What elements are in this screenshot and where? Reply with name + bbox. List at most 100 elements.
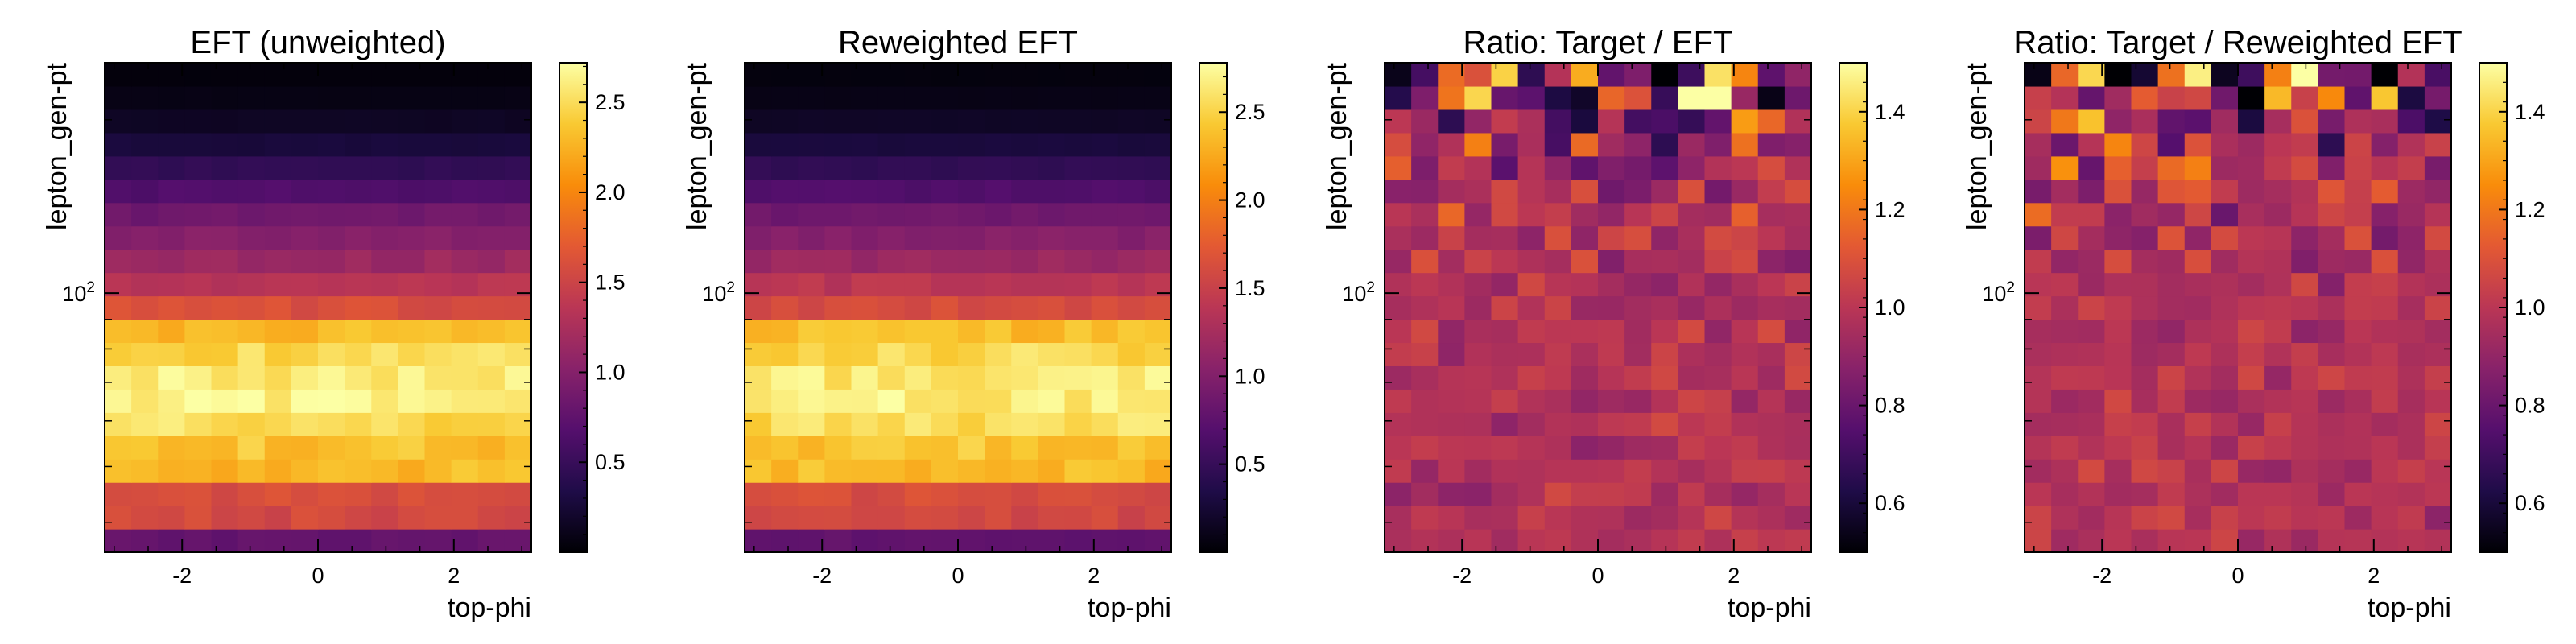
heatmap-cell [1117,132,1146,157]
heatmap-cell [1144,132,1172,157]
heatmap-cell [824,319,852,344]
heatmap-cell [1385,482,1412,506]
heatmap-cell [211,272,239,297]
heatmap-cell [1491,132,1519,157]
heatmap-cell [1571,202,1599,227]
heatmap-cell [2184,272,2212,297]
heatmap-cell [318,132,345,157]
heatmap-cell [904,389,932,413]
heatmap-cell [2238,459,2265,483]
heatmap-cell [1704,63,1732,87]
heatmap-cell [2424,85,2452,110]
heatmap-cell [2238,342,2265,366]
heatmap-cell [1464,225,1492,250]
heatmap-cell [1385,529,1412,553]
heatmap-cell [105,295,132,320]
heatmap-cell [1385,85,1412,110]
heatmap-cell [1624,459,1652,483]
heatmap-cell [2318,155,2346,180]
heatmap-cell [2397,109,2425,134]
heatmap-cell [264,225,292,250]
heatmap-cell [2051,179,2079,204]
heatmap-cell [1544,272,1572,297]
heatmap-cell [2078,412,2105,436]
heatmap-cell [291,85,319,110]
heatmap-cell [931,132,959,157]
heatmap-cell [1144,295,1172,320]
heatmap-cell [1678,482,1706,506]
heatmap-cell [105,389,132,413]
heatmap-cell [2025,202,2052,227]
heatmap-cell [1091,85,1119,110]
heatmap-cell [1517,272,1546,297]
heatmap-cell [371,179,398,204]
heatmap-cell [904,365,932,390]
heatmap-cell [931,319,959,344]
x-tick-label: 2 [448,564,460,588]
heatmap-cell [931,436,959,460]
heatmap-cell [2264,109,2292,134]
heatmap-cell [771,319,799,344]
heatmap-cell [1598,529,1625,553]
heatmap-cell [1491,389,1519,413]
heatmap-cell [291,459,319,483]
heatmap-cell [1011,506,1038,530]
panel-title: Reweighted EFT [838,25,1078,60]
heatmap-cell [2211,482,2239,506]
heatmap-cell [877,202,906,227]
heatmap-cell [1091,459,1119,483]
heatmap-cell [1517,179,1546,204]
heatmap-cell [2211,365,2239,390]
heatmap-cell [1117,155,1146,180]
heatmap-cell [2397,529,2425,553]
heatmap-cell [2397,295,2425,320]
heatmap-cell [1438,482,1465,506]
heatmap-cell [1038,412,1066,436]
heatmap-cell [2344,179,2372,204]
heatmap-cell [1385,249,1412,274]
heatmap-cell [2078,155,2105,180]
heatmap-cell [1757,109,1785,134]
heatmap-cell [2051,412,2079,436]
heatmap-cell [851,249,879,274]
heatmap-cell [264,389,292,413]
heatmap-cell [2424,109,2452,134]
heatmap-cell [211,459,239,483]
heatmap-cell [1651,412,1678,436]
heatmap-cell [985,389,1012,413]
heatmap-cell [1491,482,1519,506]
heatmap-cell [2291,272,2318,297]
heatmap-cell [798,132,825,157]
heatmap-cell [798,109,825,134]
heatmap-cell [158,155,185,180]
heatmap-cell [2184,202,2212,227]
heatmap-cell [264,506,292,530]
heatmap-cell [1491,506,1519,530]
heatmap-cell [904,225,932,250]
heatmap-cell [211,436,239,460]
heatmap-cell [1064,272,1092,297]
heatmap-cell [1385,342,1412,366]
panel-title: Ratio: Target / Reweighted EFT [2013,25,2462,60]
heatmap-cell [1117,85,1146,110]
heatmap-cell [931,295,959,320]
heatmap-cell [2051,342,2079,366]
heatmap-cell [105,412,132,436]
heatmap-cell [1757,459,1785,483]
heatmap-cell [1757,132,1785,157]
heatmap-cell [424,85,452,110]
heatmap-cells [1385,63,1812,553]
heatmap-cell [291,412,319,436]
heatmap-cell [1091,295,1119,320]
heatmap-cell [2131,295,2159,320]
heatmap-cell [1571,529,1599,553]
heatmap-cell [877,342,906,366]
heatmap-cell [851,319,879,344]
heatmap-cell [1385,412,1412,436]
heatmap-cell [291,295,319,320]
heatmap-cell [877,529,906,553]
heatmap-cell [158,365,185,390]
heatmap-cell [2371,249,2399,274]
heatmap-cell [1117,389,1146,413]
heatmap-cell [2157,459,2186,483]
